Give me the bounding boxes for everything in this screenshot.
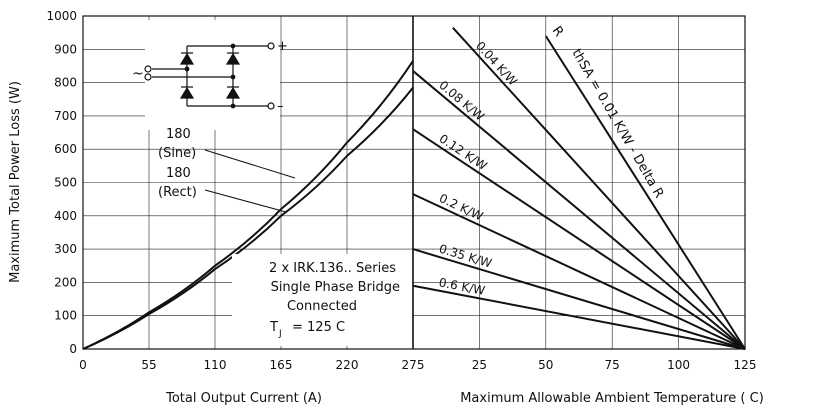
- y-tick-label: 900: [54, 42, 77, 56]
- tj-value: = 125 C: [292, 320, 345, 335]
- left-x-tick-label: 275: [402, 358, 425, 372]
- schematic-plus-label: +: [277, 39, 288, 54]
- thermal-line-label: 0.04 K/W: [473, 39, 520, 89]
- thermal-line: [412, 284, 746, 350]
- y-tick-label: 100: [54, 309, 77, 323]
- thermal-line: [452, 26, 746, 350]
- left-x-tick-label: 110: [204, 358, 227, 372]
- right-x-axis-title: Maximum Allowable Ambient Temperature ( …: [460, 391, 764, 406]
- y-tick-label: 800: [54, 76, 77, 90]
- device-note-line3: Connected: [287, 299, 357, 314]
- right-x-tick-label: 100: [667, 358, 690, 372]
- r-label-group: R: [549, 24, 566, 40]
- r-sub-label: thSA = 0.01 K/W - Delta R: [569, 47, 667, 201]
- y-tick-label: 500: [54, 176, 77, 190]
- thermal-line: [412, 128, 746, 350]
- tj-subscript: J: [278, 329, 282, 339]
- right-x-tick-label: 25: [472, 358, 487, 372]
- rect-label-line2: (Rect): [158, 185, 197, 200]
- device-note-box: [232, 254, 412, 346]
- left-x-axis-title: Total Output Current (A): [165, 391, 322, 406]
- rect-label-line1: 180: [166, 166, 191, 181]
- y-tick-label: 400: [54, 209, 77, 223]
- rect-leader-line: [204, 189, 287, 213]
- r-label: R: [549, 24, 566, 40]
- left-x-tick-label: 55: [141, 358, 156, 372]
- schematic-minus-label: –: [277, 99, 284, 114]
- y-tick-label: 700: [54, 109, 77, 123]
- left-x-tick-label: 165: [270, 358, 293, 372]
- y-tick-label: 600: [54, 142, 77, 156]
- loss-curve: [82, 86, 414, 350]
- thermal-line-label: 0.35 K/W: [437, 242, 493, 271]
- thermal-line: [412, 70, 746, 350]
- right-x-tick-label: 50: [538, 358, 553, 372]
- schematic-ac-label: ~: [132, 66, 144, 82]
- thermal-line-label: 0.12 K/W: [437, 131, 490, 173]
- y-tick-label: 300: [54, 242, 77, 256]
- left-x-tick-label: 0: [79, 358, 87, 372]
- sine-leader-line: [204, 149, 296, 179]
- bridge-schematic: [144, 20, 280, 130]
- thermal-line: [544, 35, 746, 350]
- y-tick-label: 0: [69, 342, 77, 356]
- right-x-tick-label: 75: [605, 358, 620, 372]
- r-sub-label-group: thSA = 0.01 K/W - Delta R: [569, 47, 667, 201]
- sine-label-line2: (Sine): [158, 146, 196, 161]
- y-axis-title: Maximum Total Power Loss (W): [8, 81, 23, 283]
- thermal-line-label: 0.2 K/W: [437, 191, 485, 223]
- loss-curve: [82, 60, 414, 350]
- device-note-line1: 2 x IRK.136.. Series: [269, 261, 396, 276]
- y-tick-label: 1000: [46, 9, 77, 23]
- chart-series: [82, 26, 746, 350]
- left-x-tick-label: 220: [336, 358, 359, 372]
- y-tick-label: 200: [54, 275, 77, 289]
- thermal-line: [412, 248, 746, 350]
- tj-label: T: [269, 320, 278, 335]
- device-note-line2: Single Phase Bridge: [271, 280, 400, 295]
- right-x-tick-label: 125: [734, 358, 757, 372]
- plot-frame: [82, 15, 746, 350]
- thermal-line: [412, 193, 746, 350]
- sine-label-line1: 180: [166, 127, 191, 142]
